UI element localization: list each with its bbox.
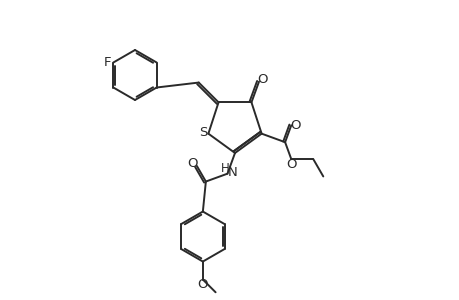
Text: H: H	[220, 162, 229, 175]
Text: O: O	[290, 119, 300, 132]
Text: O: O	[187, 157, 197, 170]
Text: O: O	[257, 73, 268, 86]
Text: S: S	[198, 126, 207, 139]
Text: O: O	[285, 158, 296, 171]
Text: F: F	[103, 56, 111, 69]
Text: O: O	[197, 278, 207, 291]
Text: N: N	[228, 166, 237, 179]
